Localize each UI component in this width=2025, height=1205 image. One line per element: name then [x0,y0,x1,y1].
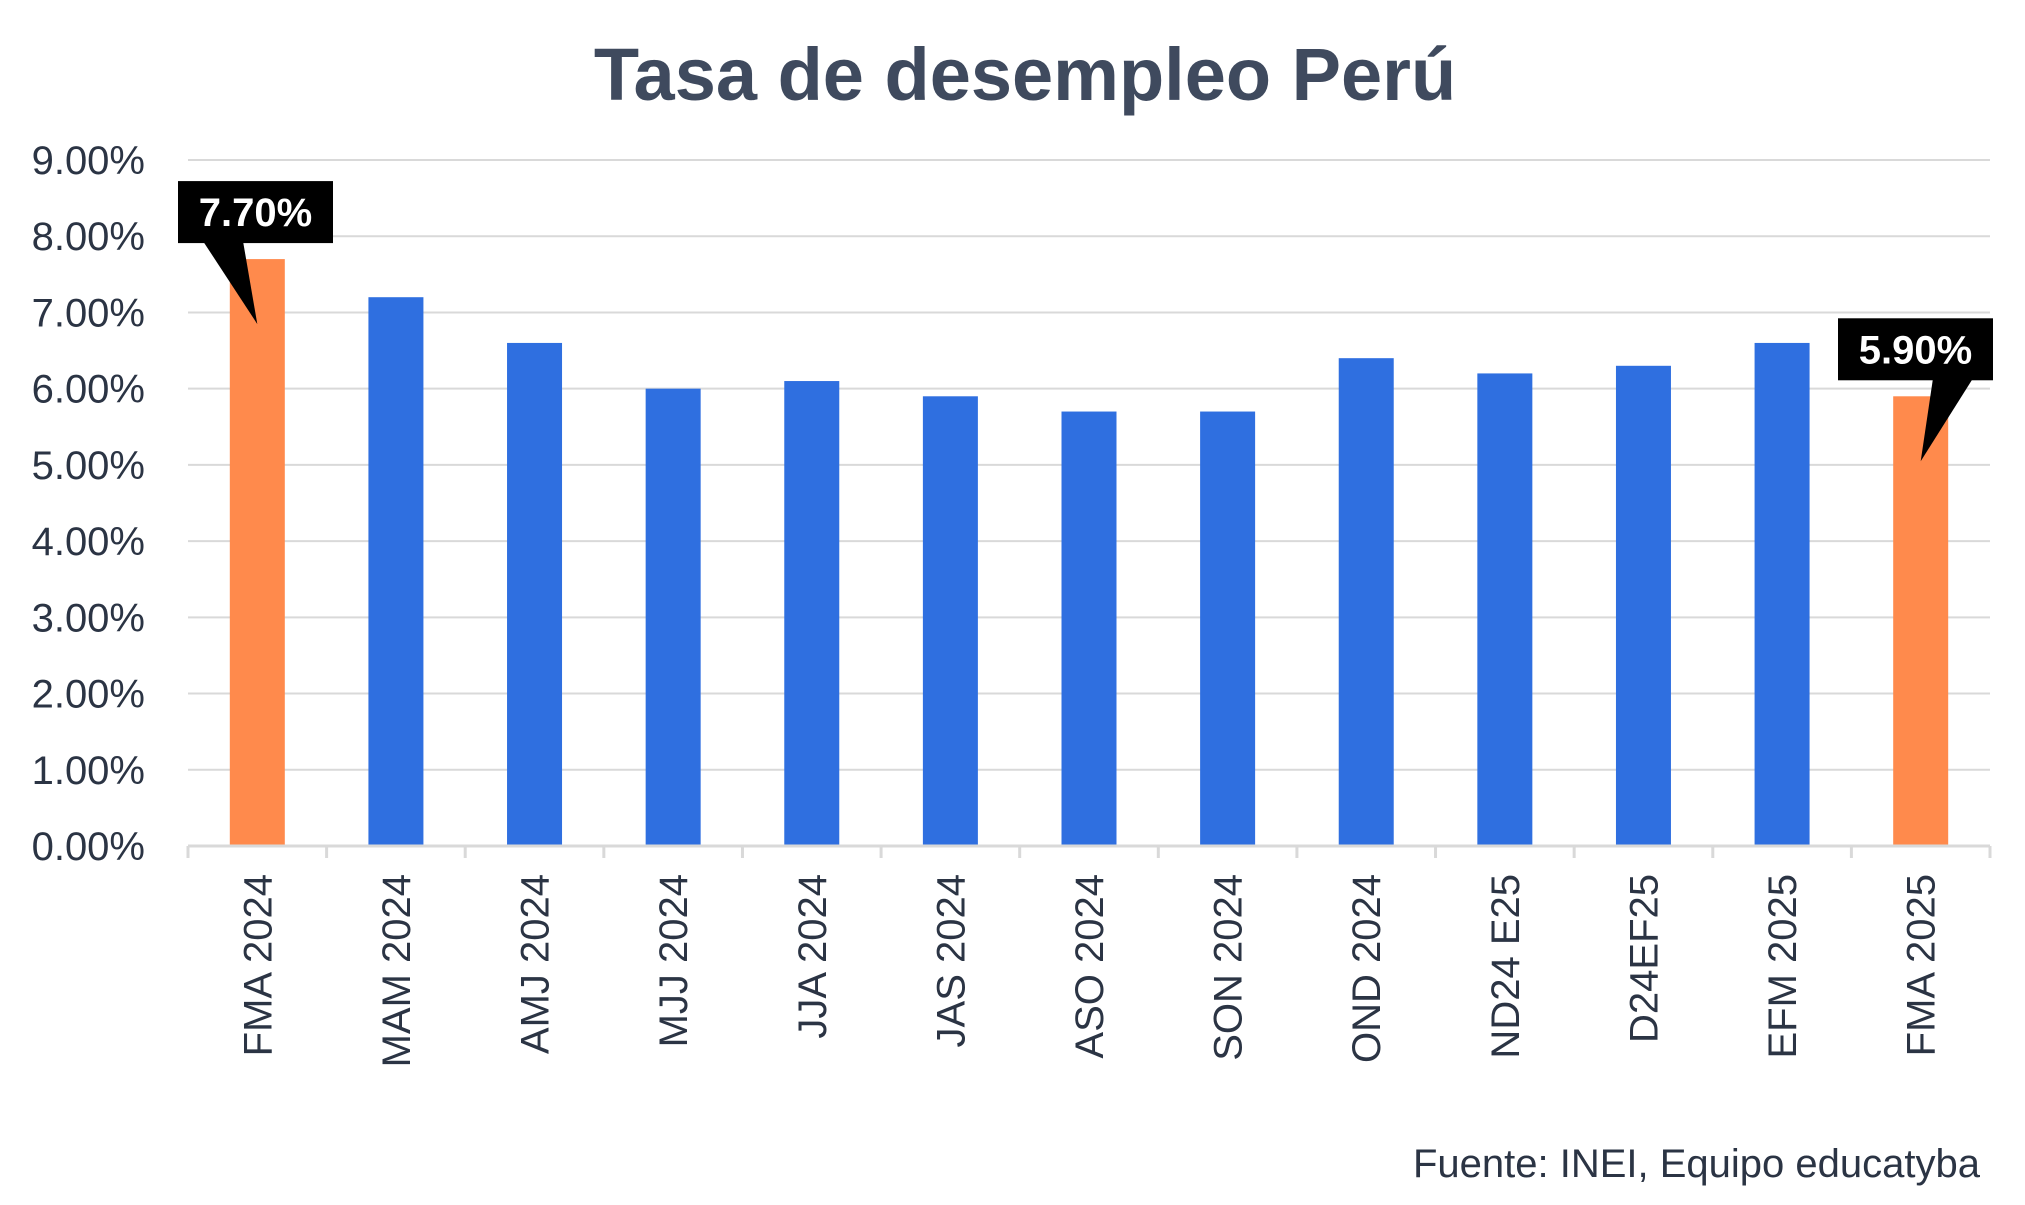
x-tick-label: D24EF25 [1622,874,1666,1043]
bar [1338,358,1394,846]
y-tick-label: 8.00% [32,215,145,259]
x-tick-label: JJA 2024 [791,874,835,1039]
y-tick-label: 5.00% [32,444,145,488]
y-tick-label: 2.00% [32,673,145,717]
x-tick-label: EFM 2025 [1761,874,1805,1059]
callout-box [178,181,333,244]
chart-title: Tasa de desempleo Perú [594,33,1456,116]
x-tick-label: OND 2024 [1345,874,1389,1063]
y-tick-label: 9.00% [32,139,145,183]
bar [645,388,701,846]
x-tick-label: SON 2024 [1207,874,1251,1061]
bar [1061,411,1117,846]
x-tick-label: MJJ 2024 [652,874,696,1047]
y-tick-label: 0.00% [32,825,145,869]
x-axis-tick-labels: FMA 2024 MAM 2024 AMJ 2024 MJJ 2024 JJA 2024… [236,874,1943,1067]
callout-pointer [1920,378,1973,462]
bar-highlight [1893,396,1949,846]
x-axis [186,844,1992,858]
x-tick-label: MAM 2024 [375,874,419,1067]
y-tick-label: 6.00% [32,368,145,412]
y-tick-label: 3.00% [32,596,145,640]
y-axis-tick-labels: 0.00% 1.00% 2.00% 3.00% 4.00% 5.00% 6.00% 7.00%… [32,139,145,869]
y-tick-label: 7.00% [32,291,145,335]
bar [1615,365,1671,846]
bar [784,381,840,846]
x-tick-label: ASO 2024 [1068,874,1112,1059]
bar [1754,342,1810,846]
bar-highlight [229,259,285,847]
bar [507,342,563,846]
callout-label: 5.90% [1859,328,1972,372]
y-tick-label: 1.00% [32,749,145,793]
bar [1200,411,1256,846]
x-tick-label: JAS 2024 [929,874,973,1047]
callout-box [1838,318,1993,381]
x-tick-label: AMJ 2024 [514,874,558,1054]
x-tick-label: FMA 2025 [1900,874,1944,1056]
x-tick-label: FMA 2024 [236,874,280,1056]
bars [229,259,1949,847]
y-tick-label: 4.00% [32,520,145,564]
x-tick-label: ND24 E25 [1484,874,1528,1059]
callout-label: 7.70% [199,191,312,235]
callouts: 7.70% 5.90% [178,181,1993,462]
bar [1477,373,1533,846]
bar [368,297,424,846]
callout-pointer [203,241,258,325]
source-note: Fuente: INEI, Equipo educatyba [1413,1142,1981,1186]
bar [922,396,978,846]
